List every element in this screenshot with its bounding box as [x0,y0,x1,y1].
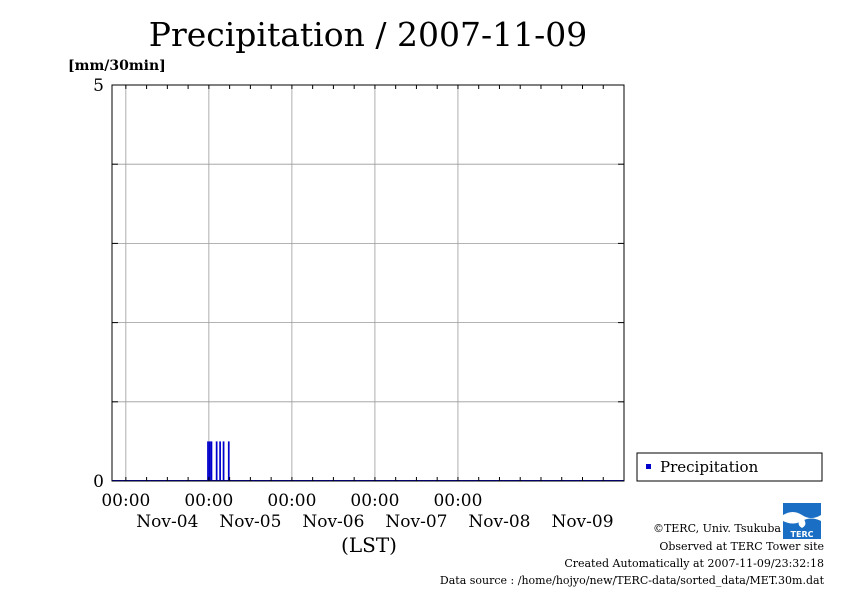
legend-swatch-precipitation [646,464,651,469]
precipitation-bar [215,441,218,481]
data-source-text: Data source : /home/hojyo/new/TERC-data/… [439,574,824,587]
x-tick-label: 00:00 [350,491,399,511]
legend: Precipitation [636,452,823,482]
precipitation-bar [219,441,221,481]
terc-logo-icon: TERC [783,503,821,539]
created-timestamp-text: Created Automatically at 2007-11-09/23:3… [564,557,824,570]
x-axis-label: (LST) [341,533,397,557]
precipitation-bar [207,441,209,481]
observation-site-text: Observed at TERC Tower site [659,540,824,553]
legend-box [636,452,823,482]
plot-frame [111,84,625,482]
y-axis-unit-label: [mm/30min] [68,58,166,74]
grid-lines [112,85,624,481]
x-date-label: Nov-04 [136,512,198,532]
x-date-label: Nov-07 [385,512,447,532]
precipitation-bar [208,441,211,481]
copyright-text: ©TERC, Univ. Tsukuba [652,522,781,535]
x-date-label: Nov-06 [302,512,364,532]
axis-ticks [112,85,625,481]
x-tick-label: 00:00 [101,491,150,511]
precipitation-bar [210,441,213,481]
chart-title: Precipitation / 2007-11-09 [149,15,587,54]
logo-text: TERC [791,530,814,539]
precipitation-bar [222,441,225,481]
legend-label-precipitation: Precipitation [660,458,759,476]
x-date-label: Nov-05 [219,512,281,532]
x-date-label: Nov-08 [468,512,530,532]
x-tick-label: 00:00 [433,491,482,511]
precipitation-bar [227,441,230,481]
y-tick-label: 5 [93,76,104,96]
x-date-label: Nov-09 [551,512,613,532]
plot-area [112,85,624,481]
x-tick-label: 00:00 [267,491,316,511]
x-tick-label: 00:00 [184,491,233,511]
y-tick-label: 0 [93,472,104,492]
